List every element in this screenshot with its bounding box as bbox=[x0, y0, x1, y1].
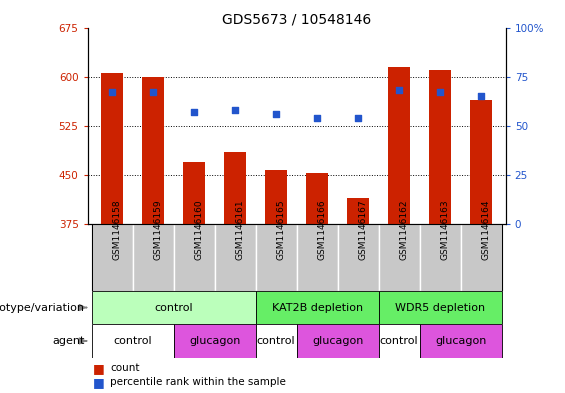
Bar bbox=[255, 224, 297, 291]
Bar bbox=[470, 99, 492, 224]
Point bbox=[312, 115, 321, 121]
Point bbox=[190, 109, 199, 115]
Bar bbox=[142, 77, 164, 224]
Bar bbox=[183, 162, 206, 224]
Text: GSM1146166: GSM1146166 bbox=[317, 199, 326, 260]
Bar bbox=[255, 291, 379, 324]
Text: GSM1146160: GSM1146160 bbox=[194, 199, 203, 260]
Bar bbox=[173, 324, 255, 358]
Point bbox=[394, 87, 403, 94]
Text: KAT2B depletion: KAT2B depletion bbox=[272, 303, 363, 312]
Text: control: control bbox=[380, 336, 419, 346]
Text: GSM1146159: GSM1146159 bbox=[153, 199, 162, 260]
Text: control: control bbox=[154, 303, 193, 312]
Text: genotype/variation: genotype/variation bbox=[0, 303, 85, 312]
Bar bbox=[460, 224, 502, 291]
Text: control: control bbox=[114, 336, 152, 346]
Text: glucagon: glucagon bbox=[189, 336, 240, 346]
Bar bbox=[306, 173, 328, 224]
Bar bbox=[338, 224, 379, 291]
Bar bbox=[101, 73, 123, 224]
Point bbox=[272, 111, 281, 117]
Bar bbox=[173, 224, 215, 291]
Point bbox=[354, 115, 363, 121]
Text: count: count bbox=[110, 364, 140, 373]
Text: GSM1146161: GSM1146161 bbox=[235, 199, 244, 260]
Point bbox=[436, 89, 445, 95]
Text: GSM1146164: GSM1146164 bbox=[481, 199, 490, 260]
Bar bbox=[92, 291, 255, 324]
Text: GSM1146162: GSM1146162 bbox=[399, 199, 408, 260]
Bar bbox=[215, 224, 255, 291]
Text: agent: agent bbox=[53, 336, 85, 346]
Bar bbox=[297, 324, 379, 358]
Bar bbox=[224, 152, 246, 224]
Bar bbox=[379, 224, 420, 291]
Text: GSM1146167: GSM1146167 bbox=[358, 199, 367, 260]
Bar bbox=[92, 324, 173, 358]
Point bbox=[149, 89, 158, 95]
Bar bbox=[265, 170, 288, 224]
Text: WDR5 depletion: WDR5 depletion bbox=[395, 303, 485, 312]
Bar bbox=[347, 198, 370, 224]
Text: ■: ■ bbox=[93, 362, 109, 375]
Text: ■: ■ bbox=[93, 376, 109, 389]
Bar bbox=[420, 224, 460, 291]
Bar bbox=[297, 224, 338, 291]
Text: percentile rank within the sample: percentile rank within the sample bbox=[110, 377, 286, 387]
Text: glucagon: glucagon bbox=[312, 336, 363, 346]
Bar bbox=[255, 324, 297, 358]
Title: GDS5673 / 10548146: GDS5673 / 10548146 bbox=[222, 12, 371, 26]
Bar bbox=[420, 324, 502, 358]
Text: glucagon: glucagon bbox=[435, 336, 486, 346]
Text: control: control bbox=[257, 336, 295, 346]
Point bbox=[108, 89, 117, 95]
Text: GSM1146158: GSM1146158 bbox=[112, 199, 121, 260]
Bar bbox=[379, 291, 502, 324]
Text: GSM1146163: GSM1146163 bbox=[440, 199, 449, 260]
Point bbox=[231, 107, 240, 113]
Text: GSM1146165: GSM1146165 bbox=[276, 199, 285, 260]
Bar bbox=[388, 67, 410, 224]
Bar bbox=[133, 224, 173, 291]
Bar bbox=[379, 324, 420, 358]
Bar bbox=[429, 70, 451, 224]
Point bbox=[476, 93, 485, 99]
Bar bbox=[92, 224, 133, 291]
